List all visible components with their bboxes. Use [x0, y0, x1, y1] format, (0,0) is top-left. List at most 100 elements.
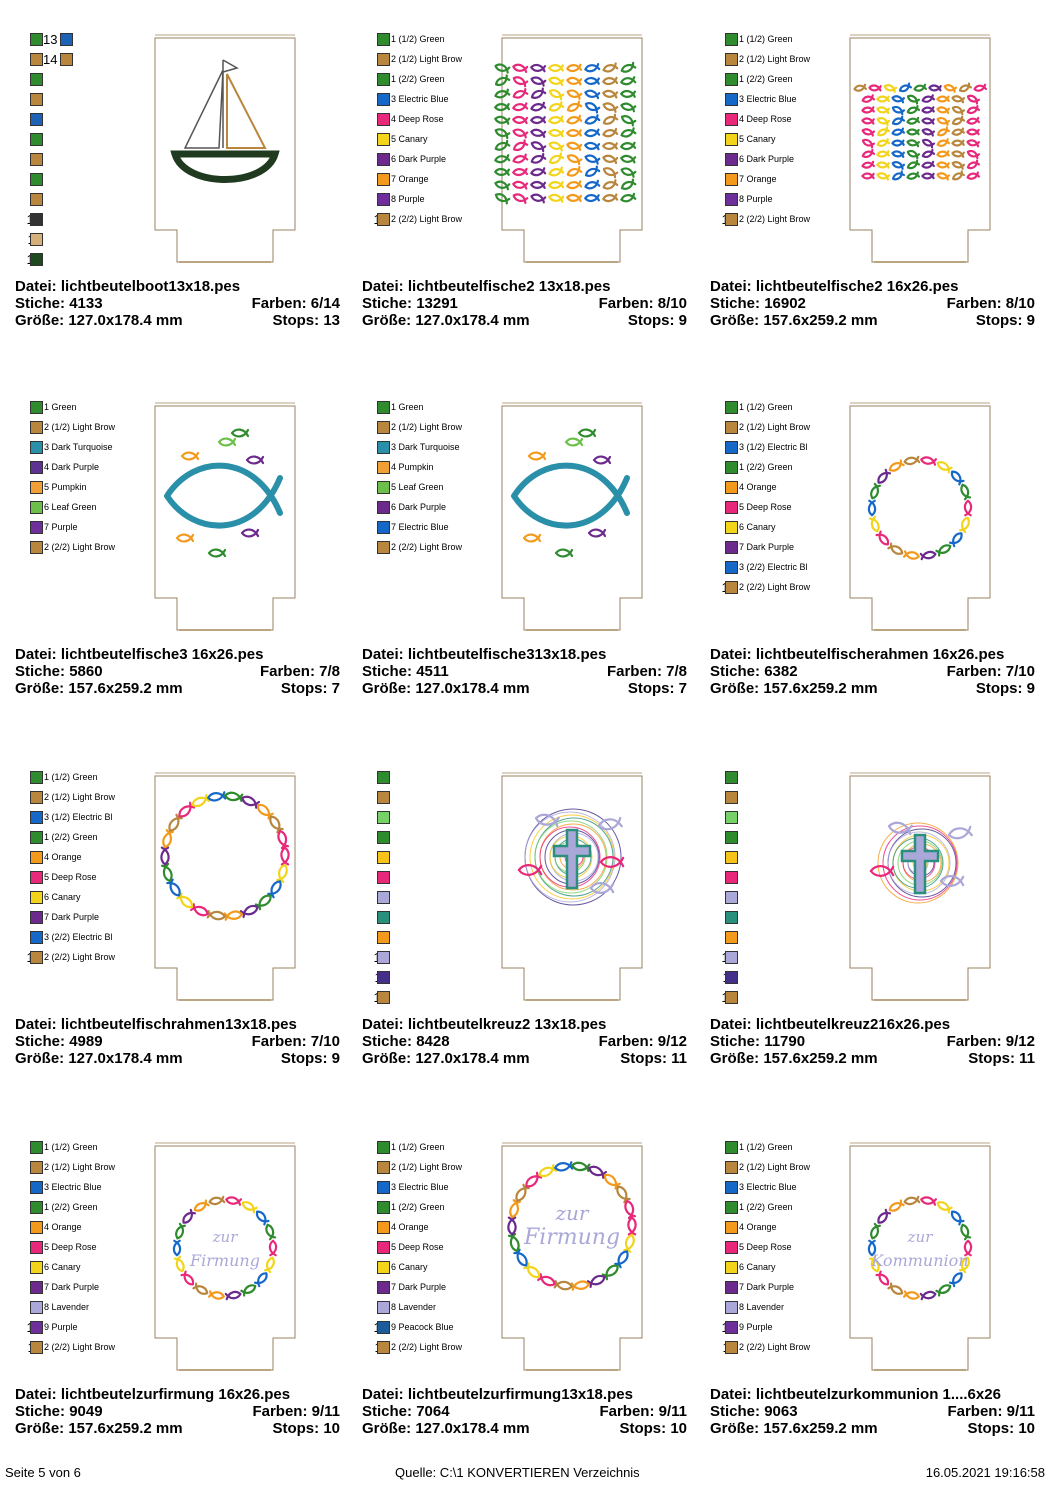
color-row: 12	[362, 988, 502, 1008]
color-row: 22 (1/2) Light Brow	[15, 418, 155, 438]
color-swatch	[30, 521, 43, 534]
fish-icon	[861, 172, 875, 180]
fish-icon	[887, 1282, 904, 1295]
design-card: 11 Green22 (1/2) Light Brow33 Dark Turqu…	[15, 398, 345, 738]
file-line: Datei: lichtbeutelzurkommunion 1....6x26	[710, 1386, 1035, 1403]
color-name: 1 (2/2) Green	[739, 74, 793, 84]
design-info: Datei: lichtbeutelzurfirmung13x18.pes St…	[362, 1386, 687, 1437]
color-swatch	[725, 1181, 738, 1194]
color-list: 1132143456789101112	[15, 30, 155, 270]
color-row: 11 (1/2) Green	[362, 30, 502, 50]
design-info: Datei: lichtbeutelkreuz216x26.pes Stiche…	[710, 1016, 1035, 1067]
color-row: 102 (2/2) Light Brow	[362, 210, 502, 230]
file-name: lichtbeutelfische3 16x26.pes	[60, 646, 264, 663]
size-label: Größe:	[15, 312, 65, 329]
fish-icon	[868, 1255, 880, 1273]
fish-icon	[920, 456, 937, 466]
color-name: 1 (1/2) Green	[44, 1142, 98, 1152]
fish-icon	[950, 1210, 965, 1226]
fish-icon	[935, 544, 952, 557]
stops-label: Stops:	[272, 312, 320, 329]
color-swatch	[725, 1241, 738, 1254]
stitches-value: 6382	[764, 663, 798, 680]
fish-icon	[869, 865, 895, 877]
color-row: 112 (2/2) Light Brow	[710, 1338, 850, 1358]
color-name: 4 Orange	[44, 852, 82, 862]
color-swatch	[377, 1261, 390, 1274]
colors-label: Farben:	[606, 663, 662, 680]
color-swatch	[30, 33, 43, 46]
color-list: 11 (1/2) Green22 (1/2) Light Brow33 (1/2…	[15, 768, 155, 968]
size-value: 157.6x259.2 mm	[763, 312, 878, 329]
color-name: 2 (2/2) Light Brow	[391, 1342, 463, 1352]
fish-icon	[861, 148, 876, 159]
fish-icon	[512, 76, 529, 88]
fish-icon	[168, 813, 183, 832]
fish-icon	[921, 128, 936, 137]
fish-icon	[960, 1223, 972, 1241]
fish-icon	[906, 116, 920, 125]
fish-icon	[566, 76, 583, 86]
fish-icon	[861, 106, 875, 114]
fish-icon	[966, 149, 981, 160]
fish-icon	[182, 1208, 197, 1224]
color-row: 87 Orange	[710, 170, 850, 190]
color-row: 65 Deep Rose	[362, 1238, 502, 1258]
fish-icon	[887, 542, 904, 555]
fish-icon	[172, 1239, 182, 1257]
design-card: 11 (1/2) Green22 (1/2) Light Brow33 (1/2…	[710, 398, 1040, 738]
fish-icon	[887, 821, 913, 836]
color-row: 109 Peacock Blue	[362, 1318, 502, 1338]
color-swatch	[30, 53, 43, 66]
fish-icon	[875, 530, 890, 546]
fish-icon	[898, 82, 913, 93]
color-name: 2 (1/2) Light Brow	[391, 54, 463, 64]
fish-icon	[217, 437, 237, 447]
design-info: Datei: lichtbeutelfischrahmen13x18.pes S…	[15, 1016, 340, 1067]
fish-icon	[921, 160, 935, 169]
stitches-line: Stiche: 16902 Farben: 8/10	[710, 295, 1035, 312]
fish-icon	[530, 167, 547, 177]
fish-icon	[861, 138, 876, 149]
color-row: 87 Dark Purple	[15, 908, 155, 928]
size-value: 157.6x259.2 mm	[763, 1420, 878, 1437]
design-card: 11 (1/2) Green22 (1/2) Light Brow33 Elec…	[15, 1138, 345, 1478]
fish-icon	[888, 459, 905, 472]
fish-icon	[891, 115, 906, 126]
color-row: 11 (1/2) Green	[710, 398, 850, 418]
color-swatch	[377, 521, 390, 534]
color-row: 31 (2/2) Green	[362, 70, 502, 90]
color-swatch	[30, 481, 43, 494]
color-swatch	[377, 1221, 390, 1234]
color-name: 4 Orange	[739, 1222, 777, 1232]
color-swatch	[30, 233, 43, 246]
fish-icon	[515, 1183, 530, 1202]
fish-icon	[903, 550, 920, 560]
color-swatch	[725, 771, 738, 784]
color-name: 1 Green	[44, 402, 77, 412]
file-label: Datei:	[15, 1386, 57, 1403]
color-swatch	[30, 1181, 43, 1194]
colors-value: 7/8	[319, 663, 340, 680]
color-name: 5 Deep Rose	[44, 1242, 97, 1252]
cross-icon	[900, 833, 940, 895]
fish-icon	[224, 791, 244, 803]
color-row: 87 Dark Purple	[15, 1278, 155, 1298]
file-name: lichtbeutelboot13x18.pes	[60, 278, 241, 295]
fish-icon	[280, 846, 290, 866]
colors-value: 6/14	[310, 295, 340, 312]
color-swatch	[30, 851, 43, 864]
fish-icon	[620, 154, 637, 164]
colors-label: Farben:	[259, 663, 315, 680]
color-list: 11 (1/2) Green22 (1/2) Light Brow33 Elec…	[362, 1138, 502, 1358]
color-swatch	[725, 133, 738, 146]
color-row: 98 Lavender	[362, 1298, 502, 1318]
color-name: 3 Electric Blue	[739, 1182, 797, 1192]
fish-icon	[906, 128, 920, 136]
fish-icon	[494, 193, 511, 205]
fish-icon	[966, 116, 980, 125]
color-list: 11 (1/2) Green22 (1/2) Light Brow31 (2/2…	[710, 30, 850, 230]
color-swatch	[377, 811, 390, 824]
design-preview	[154, 34, 296, 263]
color-row: 66 Dark Purple	[362, 498, 502, 518]
